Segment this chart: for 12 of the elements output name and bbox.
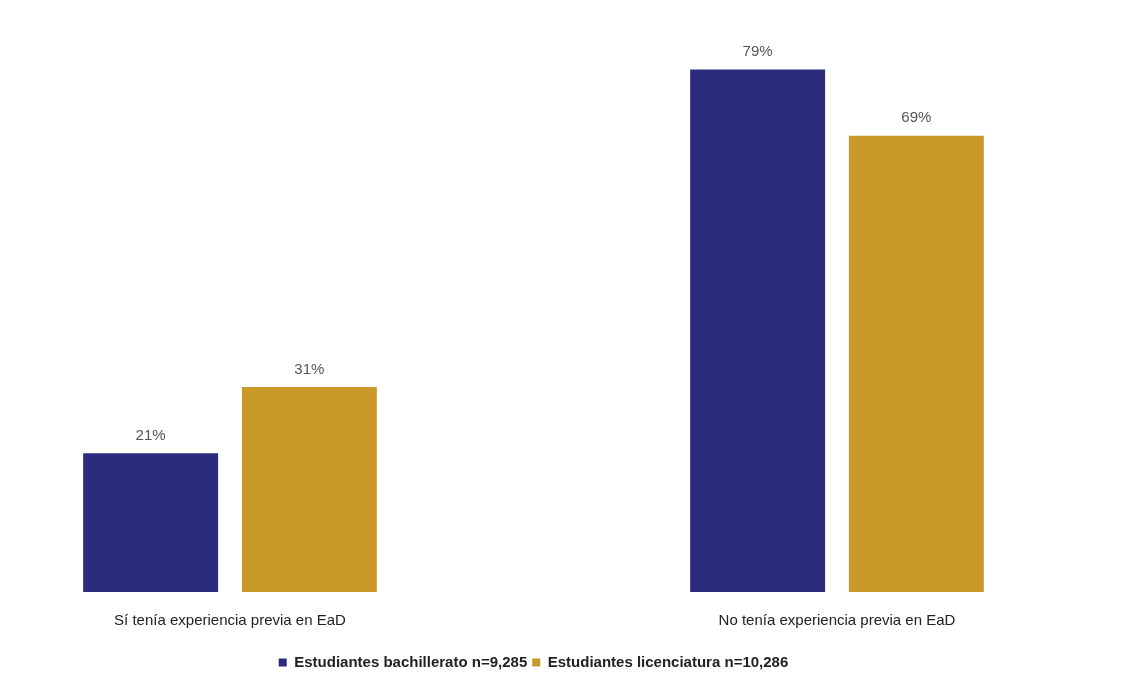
bar	[241, 387, 377, 592]
data-label: 21%	[135, 425, 166, 443]
x-tick-label: Sí tenía experiencia previa en EaD	[114, 611, 347, 629]
bar	[690, 69, 826, 592]
bar	[83, 453, 219, 592]
legend-label: Estudiantes bachillerato n=9,285	[294, 652, 528, 670]
data-label: 79%	[742, 42, 773, 60]
data-label: 31%	[294, 359, 325, 377]
x-tick-label: No tenía experiencia previa en EaD	[718, 611, 956, 629]
bar	[848, 135, 984, 592]
legend-label: Estudiantes licenciatura n=10,286	[547, 652, 789, 670]
data-label: 69%	[901, 108, 932, 126]
